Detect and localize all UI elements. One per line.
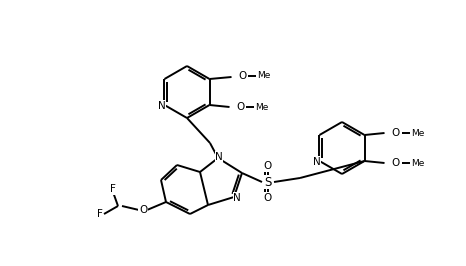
Text: O: O xyxy=(139,205,147,215)
Text: N: N xyxy=(158,101,165,111)
Text: S: S xyxy=(264,176,272,189)
Text: O: O xyxy=(236,102,245,112)
Text: O: O xyxy=(239,71,247,81)
Text: O: O xyxy=(391,128,400,138)
Text: O: O xyxy=(264,161,272,171)
Text: O: O xyxy=(264,193,272,203)
Text: Me: Me xyxy=(255,102,268,111)
Text: F: F xyxy=(110,184,116,194)
Text: F: F xyxy=(97,209,103,219)
Text: Me: Me xyxy=(257,72,270,81)
Text: N: N xyxy=(215,152,223,162)
Text: O: O xyxy=(391,158,400,168)
Text: Me: Me xyxy=(411,159,424,168)
Text: N: N xyxy=(313,157,320,167)
Text: N: N xyxy=(233,193,241,203)
Text: Me: Me xyxy=(411,128,424,138)
